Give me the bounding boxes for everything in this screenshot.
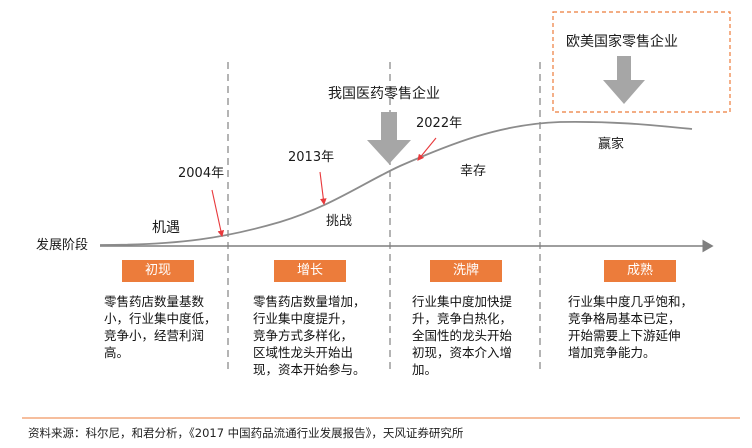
curve-label-yingjia: 赢家 xyxy=(598,137,625,152)
desc-line: 行业集中度加快提 xyxy=(412,294,513,309)
desc-line: 现，资本开始参与。 xyxy=(253,362,366,377)
desc-line: 加。 xyxy=(412,362,438,377)
desc-line: 增加竞争能力。 xyxy=(568,345,656,360)
desc-line: 竞争方式多样化， xyxy=(253,328,354,343)
foreign-box xyxy=(552,11,731,113)
pointer-2022 xyxy=(417,137,437,161)
year-2022: 2022年 xyxy=(416,116,463,131)
desc-line: 行业集中度几乎饱和， xyxy=(568,294,694,309)
desc-line: 开始需要上下游延伸 xyxy=(568,328,681,343)
stage-badge-chengshu: 成熟 xyxy=(604,260,676,282)
desc-line: 零售药店数量基数 xyxy=(104,294,205,309)
domestic-down-arrow xyxy=(367,112,411,164)
year-2013: 2013年 xyxy=(288,150,335,165)
pointer-2004 xyxy=(211,189,225,238)
pointer-2013 xyxy=(319,171,327,206)
stage-badge-xipai: 洗牌 xyxy=(430,260,502,282)
desc-line: 升，竞争白热化， xyxy=(412,311,513,326)
curve-label-xingcun: 幸存 xyxy=(460,164,487,179)
desc-line: 竞争小，经营利润 xyxy=(104,328,205,343)
stage-desc-xipai: 行业集中度加快提 升，竞争白热化， 全国性的龙头开始 初现，资本介入增 加。 xyxy=(412,293,542,378)
desc-line: 初现，资本介入增 xyxy=(412,345,513,360)
stage-desc-chuxian: 零售药店数量基数 小，行业集中度低， 竞争小，经营利润 高。 xyxy=(104,293,234,361)
curve-label-jiyu: 机遇 xyxy=(152,220,180,236)
axis-label: 发展阶段 xyxy=(36,238,89,253)
stage-badge-zengzhang: 增长 xyxy=(274,260,346,282)
domestic-retail-label: 我国医药零售企业 xyxy=(328,86,440,102)
desc-line: 竞争格局基本已定， xyxy=(568,311,681,326)
desc-line: 高。 xyxy=(104,345,130,360)
curve-label-tiaozhan: 挑战 xyxy=(326,214,353,229)
desc-line: 零售药店数量增加， xyxy=(253,294,366,309)
year-2004: 2004年 xyxy=(178,166,225,181)
stage-desc-chengshu: 行业集中度几乎饱和， 竞争格局基本已定， 开始需要上下游延伸 增加竞争能力。 xyxy=(568,293,718,361)
desc-line: 全国性的龙头开始 xyxy=(412,328,513,343)
foreign-down-arrow xyxy=(603,56,645,104)
foreign-retail-label: 欧美国家零售企业 xyxy=(566,34,678,50)
stage-desc-zengzhang: 零售药店数量增加， 行业集中度提升， 竞争方式多样化， 区域性龙头开始出 现，资… xyxy=(253,293,383,378)
desc-line: 小，行业集中度低， xyxy=(104,311,217,326)
source-note: 资料来源：科尔尼，和君分析，《2017 中国药品流通行业发展报告》，天风证券研究… xyxy=(28,426,464,440)
stage-badge-chuxian: 初现 xyxy=(122,260,194,282)
desc-line: 区域性龙头开始出 xyxy=(253,345,354,360)
desc-line: 行业集中度提升， xyxy=(253,311,354,326)
